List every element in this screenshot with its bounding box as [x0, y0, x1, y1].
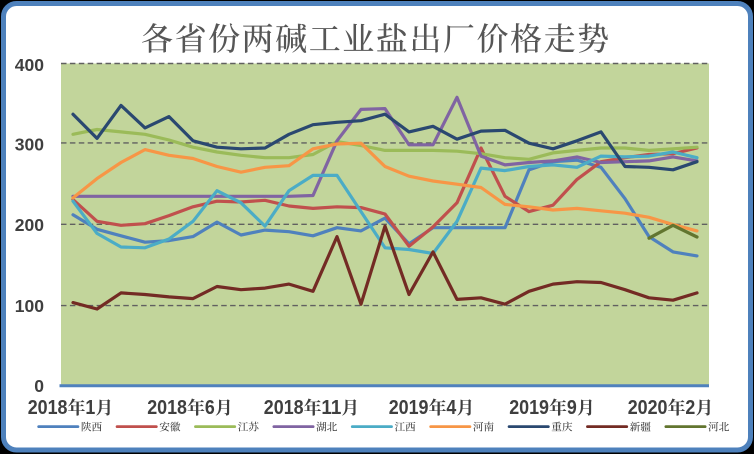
svg-text:6: 6	[205, 397, 215, 419]
svg-text:300: 300	[15, 135, 44, 155]
svg-text:100: 100	[15, 296, 44, 316]
svg-text:2018: 2018	[147, 397, 187, 419]
svg-text:11: 11	[321, 397, 341, 419]
svg-text:2020: 2020	[628, 397, 668, 419]
svg-text:2018: 2018	[28, 397, 68, 419]
svg-text:4: 4	[446, 397, 457, 419]
svg-text:400: 400	[15, 55, 44, 75]
svg-text:200: 200	[15, 215, 44, 235]
svg-text:2: 2	[685, 397, 695, 419]
svg-text:2019: 2019	[389, 397, 429, 419]
svg-text:0: 0	[34, 376, 44, 396]
svg-text:2019: 2019	[509, 397, 549, 419]
svg-text:9: 9	[567, 397, 577, 419]
svg-text:1: 1	[85, 397, 95, 419]
svg-text:2018: 2018	[264, 397, 304, 419]
